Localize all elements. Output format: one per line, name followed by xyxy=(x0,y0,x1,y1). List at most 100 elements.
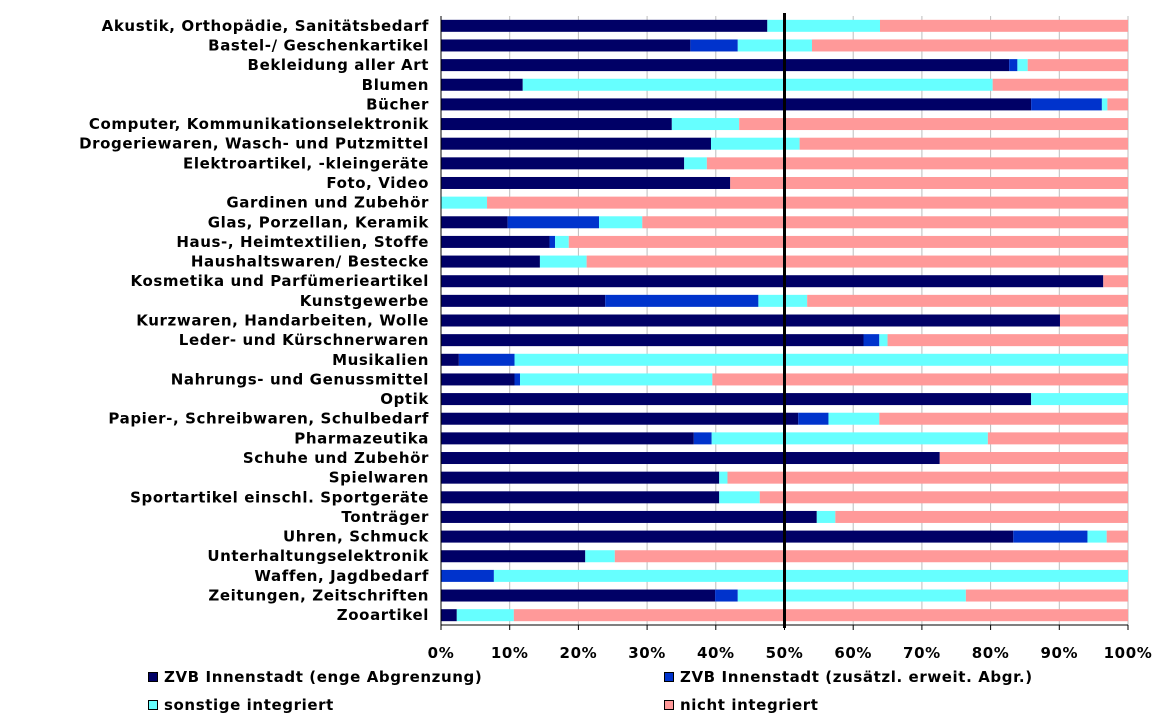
bar-segment xyxy=(555,235,569,248)
category-label: Kurzwaren, Handarbeiten, Wolle xyxy=(136,312,429,330)
x-tick-label: 0% xyxy=(428,644,455,662)
bar-segment xyxy=(1027,59,1128,72)
bar-segment xyxy=(719,471,728,484)
category-label: Bastel-/ Geschenkartikel xyxy=(208,36,429,54)
x-tick-label: 40% xyxy=(697,644,735,662)
bar-segment xyxy=(441,19,768,32)
bar-segment xyxy=(441,196,488,209)
bar-segment xyxy=(441,78,523,91)
x-tick-label: 10% xyxy=(491,644,529,662)
x-tick-label: 80% xyxy=(972,644,1010,662)
bar-segment xyxy=(1106,530,1128,543)
category-label: Drogeriewaren, Wasch- und Putzmittel xyxy=(79,135,429,153)
bar-segment xyxy=(758,294,808,307)
category-label: Nahrungs- und Genussmittel xyxy=(171,370,429,388)
category-label: Gardinen und Zubehör xyxy=(226,194,429,212)
bar-segment xyxy=(715,589,738,602)
bar-segment xyxy=(441,491,720,504)
x-tick-label: 90% xyxy=(1040,644,1078,662)
bar-segment xyxy=(493,569,1128,582)
bar-segment xyxy=(1013,530,1088,543)
bar-segment xyxy=(441,393,1032,406)
bar-segment xyxy=(711,432,988,445)
bar-segment xyxy=(441,510,817,523)
category-label: Schuhe und Zubehör xyxy=(243,449,429,467)
category-label: Spielwaren xyxy=(329,469,429,487)
category-label: Leder- und Kürschnerwaren xyxy=(179,331,429,349)
bar-segment xyxy=(586,255,1128,268)
bar-segment xyxy=(441,235,550,248)
bar-segment xyxy=(441,353,459,366)
bar-segment xyxy=(1017,59,1028,72)
category-label: Haushaltswaren/ Bestecke xyxy=(191,253,429,271)
bar-segment xyxy=(487,196,1128,209)
bar-segment xyxy=(441,294,606,307)
bar-segment xyxy=(987,432,1128,445)
bar-segment xyxy=(739,118,1128,131)
bar-segment xyxy=(863,334,880,347)
bar-segment xyxy=(441,39,691,52)
bar-segment xyxy=(568,235,1128,248)
category-label: Pharmazeutika xyxy=(294,429,429,447)
bar-segment xyxy=(441,157,685,170)
category-label: Computer, Kommunikationselektronik xyxy=(89,115,430,133)
bar-segment xyxy=(441,609,457,622)
bar-segment xyxy=(441,471,720,484)
bar-segment xyxy=(811,39,1128,52)
bar-segment xyxy=(441,452,940,465)
bar-segment xyxy=(939,452,1128,465)
bar-segment xyxy=(441,334,864,347)
bar-segment xyxy=(522,78,993,91)
bar-segment xyxy=(539,255,587,268)
bar-segment xyxy=(441,432,694,445)
bar-segment xyxy=(828,412,880,425)
category-label: Zooartikel xyxy=(337,606,429,624)
category-label: Bekleidung aller Art xyxy=(248,56,429,74)
bar-segment xyxy=(441,550,586,563)
bar-segment xyxy=(599,216,643,229)
bar-segment xyxy=(441,98,1032,111)
bar-segment xyxy=(441,314,1060,327)
bar-segment xyxy=(671,118,740,131)
bar-segment xyxy=(585,550,615,563)
bar-segment xyxy=(513,609,1128,622)
bar-segment xyxy=(879,334,888,347)
bar-segment xyxy=(514,353,1128,366)
x-tick-label: 50% xyxy=(766,644,804,662)
bar-segment xyxy=(992,78,1128,91)
bar-segment xyxy=(737,589,966,602)
x-tick-label: 70% xyxy=(903,644,941,662)
bar-segment xyxy=(441,412,799,425)
x-tick-label: 20% xyxy=(560,644,598,662)
category-label: Blumen xyxy=(362,76,429,94)
bar-segment xyxy=(1101,98,1108,111)
bar-segment xyxy=(737,39,812,52)
bar-segment xyxy=(458,353,515,366)
bar-segment xyxy=(693,432,712,445)
bar-segment xyxy=(441,137,711,150)
category-label: Glas, Porzellan, Keramik xyxy=(208,213,430,231)
category-label: Optik xyxy=(380,390,429,408)
bar-segment xyxy=(759,491,1128,504)
bar-segment xyxy=(456,609,514,622)
bar-segment xyxy=(690,39,738,52)
bar-segment xyxy=(549,235,556,248)
bar-segment xyxy=(712,373,1128,386)
bar-segment xyxy=(1031,393,1128,406)
bar-segment xyxy=(507,216,600,229)
bar-segment xyxy=(887,334,1128,347)
bar-segment xyxy=(1107,98,1128,111)
category-label: Haus-, Heimtextilien, Stoffe xyxy=(176,233,429,251)
bar-segment xyxy=(835,510,1128,523)
bar-segment xyxy=(514,373,521,386)
category-label: Zeitungen, Zeitschriften xyxy=(208,587,429,605)
bar-segment xyxy=(879,19,1128,32)
bar-segment xyxy=(816,510,836,523)
category-label: Kosmetika und Parfümerieartikel xyxy=(131,272,430,290)
bar-segment xyxy=(767,19,880,32)
category-label: Waffen, Jagdbedarf xyxy=(254,567,429,585)
category-label: Tonträger xyxy=(341,508,429,526)
bar-segment xyxy=(1103,275,1128,288)
bar-segment xyxy=(614,550,1128,563)
